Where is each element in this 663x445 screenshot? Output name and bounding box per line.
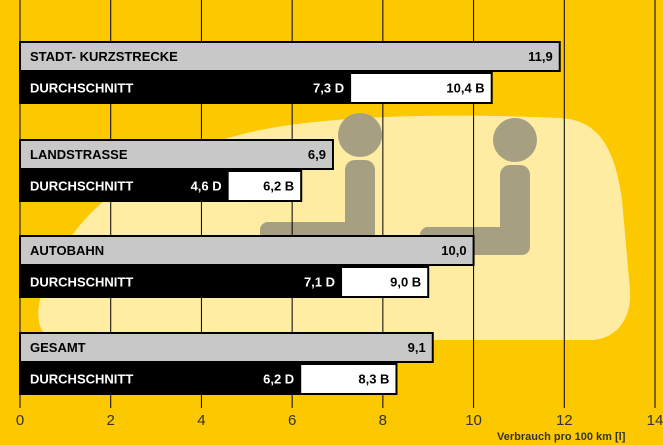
- chart: 0 2 4 6 8 10 12 14 STADT- KURZSTRECKE 11,9 DURCHS…: [0, 0, 663, 445]
- category-label: AUTOBAHN: [30, 243, 104, 258]
- value-label: 10,4 B: [446, 80, 484, 95]
- value-label: 6,2 B: [263, 178, 294, 193]
- x-tick-label: 8: [379, 412, 387, 429]
- x-tick-label: 2: [107, 412, 115, 429]
- x-axis-label: Verbrauch pro 100 km [l]: [497, 431, 626, 443]
- category-label: STADT- KURZSTRECKE: [30, 49, 178, 64]
- row-label: DURCHSCHNITT: [30, 274, 133, 289]
- value-label: 4,6 D: [191, 178, 222, 193]
- value-label: 11,9: [528, 49, 553, 64]
- value-label: 6,2 D: [263, 371, 294, 386]
- x-tick-label: 0: [16, 412, 24, 429]
- x-tick-label: 12: [556, 412, 573, 429]
- row-label: DURCHSCHNITT: [30, 80, 133, 95]
- row-label: DURCHSCHNITT: [30, 178, 133, 193]
- value-label: 6,9: [308, 147, 326, 162]
- value-label: 7,3 D: [313, 80, 344, 95]
- x-tick-label: 4: [197, 412, 205, 429]
- x-tick-label: 10: [465, 412, 482, 429]
- value-label: 7,1 D: [304, 274, 335, 289]
- value-label: 9,0 B: [390, 274, 421, 289]
- x-tick-label: 6: [288, 412, 296, 429]
- value-label: 8,3 B: [358, 371, 389, 386]
- value-label: 10,0: [441, 243, 466, 258]
- value-label: 9,1: [408, 340, 426, 355]
- x-tick-label: 14: [647, 412, 663, 429]
- category-label: LANDSTRASSE: [30, 147, 128, 162]
- row-label: DURCHSCHNITT: [30, 371, 133, 386]
- category-label: GESAMT: [30, 340, 86, 355]
